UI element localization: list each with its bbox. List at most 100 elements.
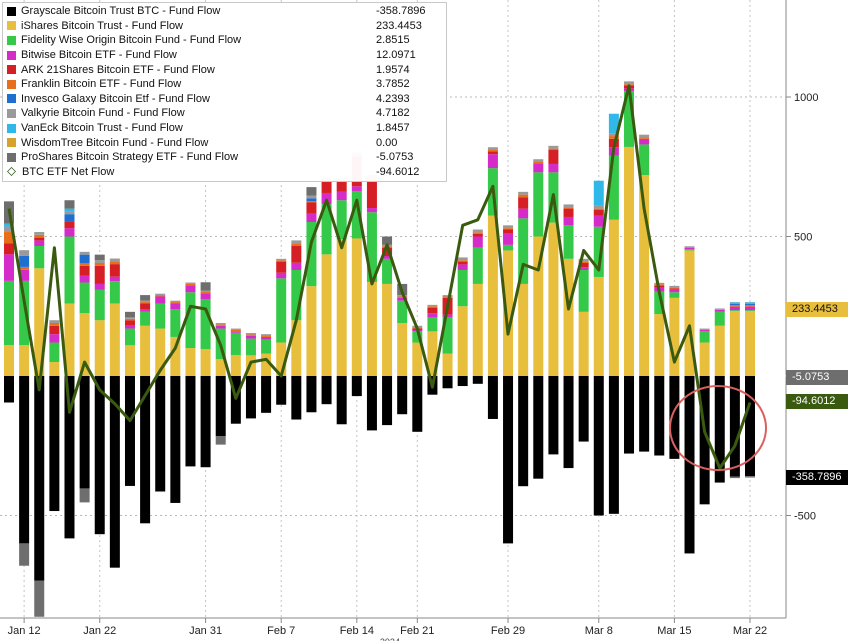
bar-segment	[533, 162, 544, 164]
bar-segment	[49, 322, 60, 326]
bar-segment	[487, 150, 498, 152]
bar-segment	[49, 325, 60, 335]
bar-segment	[124, 328, 135, 346]
bar-segment	[563, 376, 574, 469]
bar-segment	[140, 300, 151, 303]
bar-segment	[94, 376, 105, 535]
bar-segment	[321, 376, 332, 405]
bar-segment	[563, 225, 574, 259]
legend-entry: ARK 21Shares Bitcoin ETF - Fund Flow 1.95…	[7, 62, 442, 77]
bar-segment	[4, 254, 14, 281]
bar-segment	[457, 261, 468, 265]
bar-segment	[94, 254, 105, 261]
bar-segment	[442, 296, 453, 298]
bar-segment	[533, 236, 544, 376]
bar-segment	[684, 247, 695, 250]
bar-segment	[745, 302, 755, 305]
bar-segment	[306, 202, 317, 214]
bar-segment	[578, 263, 589, 268]
bar-segment	[457, 260, 468, 262]
bar-segment	[19, 269, 30, 281]
bar-segment	[185, 376, 196, 467]
bar-segment	[124, 345, 135, 376]
legend-series-name: Franklin Bitcoin ETF - Fund Flow	[21, 78, 182, 91]
bar-segment	[654, 291, 665, 315]
bar-segment	[714, 311, 725, 326]
bar-segment	[170, 336, 181, 376]
bar-segment	[563, 258, 574, 376]
x-tick-label: Mar 15	[657, 625, 691, 637]
bar-segment	[518, 283, 529, 376]
bar-segment	[109, 281, 120, 304]
bar-segment	[548, 163, 559, 173]
bar-segment	[503, 225, 514, 229]
bar-segment	[669, 292, 680, 298]
bar-segment	[427, 306, 438, 308]
legend-series-name: Fidelity Wise Origin Bitcoin Fund - Fund…	[21, 34, 242, 47]
legend-swatch	[7, 35, 16, 45]
bar-segment	[745, 306, 755, 307]
bar-segment	[34, 580, 45, 617]
bar-segment	[64, 221, 75, 229]
bar-segment	[684, 376, 695, 554]
bar-segment	[79, 254, 90, 264]
bar-segment	[215, 436, 226, 445]
bar-segment	[321, 181, 332, 193]
bar-segment	[366, 180, 377, 209]
bar-segment	[427, 313, 438, 318]
bar-segment	[578, 269, 589, 312]
bar-segment	[669, 297, 680, 376]
bar-segment	[669, 288, 680, 289]
legend: Grayscale Bitcoin Trust BTC - Fund Flow -…	[2, 2, 447, 183]
bar-segment	[79, 265, 90, 276]
legend-last-value: 1.9574	[376, 63, 410, 76]
bar-segment	[109, 258, 120, 262]
bar-segment	[140, 295, 151, 301]
bar-segment	[19, 345, 30, 376]
x-sublabel: 2024	[380, 637, 400, 641]
bar-segment	[457, 264, 468, 270]
legend-series-name: Valkyrie Bitcoin Fund - Fund Flow	[21, 107, 185, 120]
bar-segment	[200, 292, 211, 294]
bar-segment	[200, 290, 211, 293]
bar-segment	[4, 376, 14, 403]
bar-segment	[442, 353, 453, 376]
bar-segment	[729, 376, 740, 477]
bar-segment	[654, 376, 665, 456]
legend-entry: ProShares Bitcoin Strategy ETF - Fund Fl…	[7, 150, 442, 165]
bar-segment	[639, 175, 650, 376]
bar-segment	[397, 376, 408, 415]
bar-segment	[382, 247, 393, 257]
bar-segment	[397, 296, 408, 298]
bar-segment	[170, 303, 181, 310]
bar-segment	[593, 180, 604, 206]
x-tick-label: Jan 31	[189, 625, 222, 637]
net-flow-line	[7, 84, 752, 470]
bar-segment	[563, 204, 574, 208]
bar-segment	[140, 376, 151, 524]
bar-segment	[382, 283, 393, 376]
legend-swatch	[7, 79, 16, 89]
bar-segment	[487, 154, 498, 169]
bar-segment	[593, 209, 604, 216]
bar-segment	[472, 236, 483, 248]
legend-swatch	[7, 65, 16, 75]
bar-segment	[518, 208, 529, 219]
last-value-tag-ishares: 233.4453	[786, 302, 848, 317]
bar-segment	[291, 376, 302, 420]
bar-segment	[276, 260, 287, 262]
bar-segment	[729, 306, 740, 311]
bar-segment	[291, 245, 302, 263]
legend-series-name: iShares Bitcoin Trust - Fund Flow	[21, 19, 184, 32]
bar-segment	[336, 200, 347, 240]
legend-series-name: Bitwise Bitcoin ETF - Fund Flow	[21, 49, 177, 62]
bar-segment	[140, 311, 151, 326]
bar-segment	[4, 345, 14, 376]
bar-segment	[306, 198, 317, 202]
bar-segment	[503, 244, 514, 251]
bar-segment	[563, 208, 574, 217]
bar-segment	[366, 376, 377, 431]
bar-segment	[276, 272, 287, 279]
bar-segment	[124, 376, 135, 486]
bar-segment	[155, 303, 166, 329]
